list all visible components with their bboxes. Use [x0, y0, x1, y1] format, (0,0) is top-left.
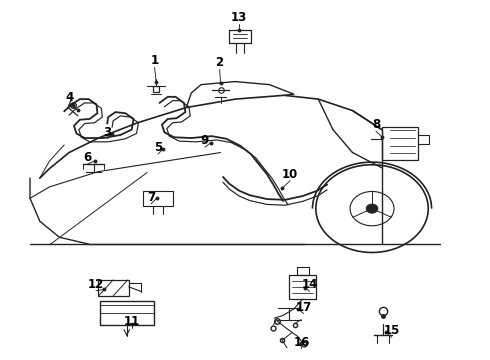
Text: 4: 4 — [65, 91, 73, 104]
Text: 15: 15 — [383, 324, 400, 337]
Text: 3: 3 — [103, 126, 111, 139]
Text: 6: 6 — [83, 151, 92, 164]
Text: 10: 10 — [282, 168, 298, 181]
Text: 11: 11 — [123, 315, 140, 328]
Text: 7: 7 — [147, 191, 155, 204]
Text: 5: 5 — [154, 141, 162, 154]
Text: 1: 1 — [150, 54, 159, 67]
Text: 12: 12 — [88, 278, 104, 291]
Circle shape — [366, 204, 378, 213]
Text: 9: 9 — [201, 134, 209, 147]
Text: 13: 13 — [231, 10, 247, 24]
Text: 2: 2 — [216, 57, 223, 69]
Text: 8: 8 — [372, 118, 380, 131]
Text: 16: 16 — [294, 336, 310, 348]
Text: 14: 14 — [301, 278, 318, 291]
Text: 17: 17 — [295, 301, 312, 314]
